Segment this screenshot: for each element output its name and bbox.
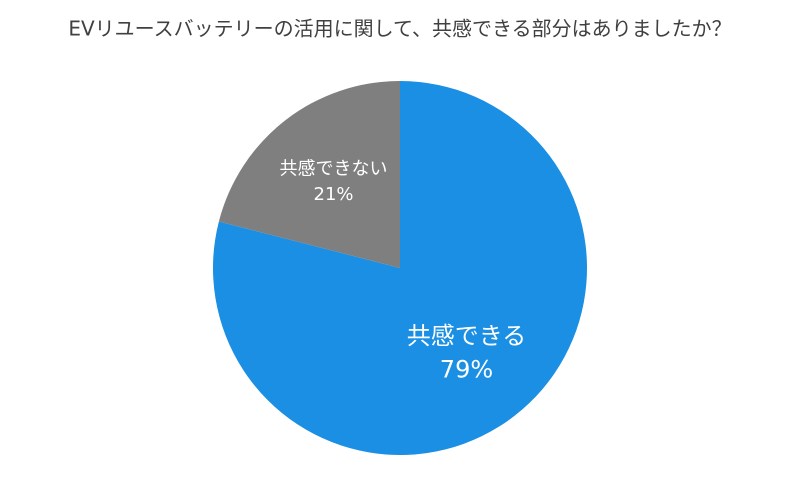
slice-value-label: 21%	[314, 184, 354, 205]
slice-value-label: 79%	[440, 356, 493, 384]
slice-label: 共感できない	[280, 159, 388, 180]
slice-label: 共感できる	[407, 322, 527, 350]
pie-slice	[218, 81, 400, 268]
chart-title: EVリユースバッテリーの活用に関して、共感できる部分はありましたか？	[68, 17, 731, 41]
